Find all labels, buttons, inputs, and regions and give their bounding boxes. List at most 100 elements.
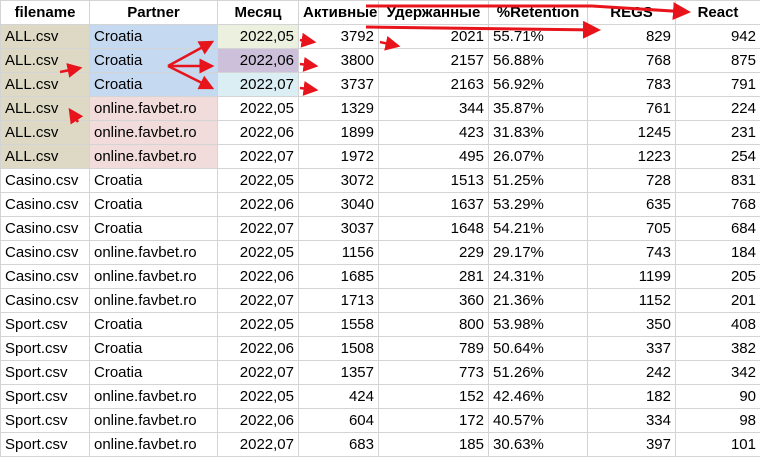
cell-partner[interactable]: online.favbet.ro [89, 288, 218, 313]
cell-react[interactable]: 201 [675, 288, 760, 313]
cell-retention[interactable]: 51.25% [488, 168, 588, 193]
cell-filename[interactable]: ALL.csv [0, 144, 90, 169]
cell-retained[interactable]: 2021 [378, 24, 489, 49]
cell-partner[interactable]: online.favbet.ro [89, 240, 218, 265]
cell-active[interactable]: 1156 [298, 240, 379, 265]
cell-filename[interactable]: ALL.csv [0, 72, 90, 97]
header-month[interactable]: Месяц [217, 0, 299, 25]
cell-month[interactable]: 2022,06 [217, 264, 299, 289]
cell-regs[interactable]: 761 [587, 96, 676, 121]
header-partner[interactable]: Partner [89, 0, 218, 25]
cell-active[interactable]: 3792 [298, 24, 379, 49]
cell-react[interactable]: 98 [675, 408, 760, 433]
cell-retained[interactable]: 185 [378, 432, 489, 457]
cell-retained[interactable]: 423 [378, 120, 489, 145]
cell-active[interactable]: 1357 [298, 360, 379, 385]
cell-retained[interactable]: 281 [378, 264, 489, 289]
cell-filename[interactable]: ALL.csv [0, 120, 90, 145]
cell-filename[interactable]: Sport.csv [0, 360, 90, 385]
cell-retention[interactable]: 24.31% [488, 264, 588, 289]
cell-retained[interactable]: 2157 [378, 48, 489, 73]
cell-month[interactable]: 2022,05 [217, 384, 299, 409]
cell-partner[interactable]: online.favbet.ro [89, 120, 218, 145]
header-retention[interactable]: %Retention [488, 0, 588, 25]
cell-retained[interactable]: 229 [378, 240, 489, 265]
cell-retention[interactable]: 54.21% [488, 216, 588, 241]
cell-retention[interactable]: 21.36% [488, 288, 588, 313]
cell-partner[interactable]: Croatia [89, 360, 218, 385]
cell-react[interactable]: 224 [675, 96, 760, 121]
cell-partner[interactable]: online.favbet.ro [89, 384, 218, 409]
cell-month[interactable]: 2022,06 [217, 120, 299, 145]
cell-retained[interactable]: 360 [378, 288, 489, 313]
cell-month[interactable]: 2022,06 [217, 192, 299, 217]
cell-retention[interactable]: 56.88% [488, 48, 588, 73]
cell-month[interactable]: 2022,07 [217, 144, 299, 169]
cell-react[interactable]: 90 [675, 384, 760, 409]
cell-retained[interactable]: 344 [378, 96, 489, 121]
cell-month[interactable]: 2022,05 [217, 168, 299, 193]
cell-filename[interactable]: ALL.csv [0, 96, 90, 121]
cell-filename[interactable]: Casino.csv [0, 264, 90, 289]
header-react[interactable]: React [675, 0, 760, 25]
cell-partner[interactable]: Croatia [89, 48, 218, 73]
cell-month[interactable]: 2022,05 [217, 24, 299, 49]
cell-retained[interactable]: 1513 [378, 168, 489, 193]
cell-retention[interactable]: 55.71% [488, 24, 588, 49]
cell-react[interactable]: 184 [675, 240, 760, 265]
cell-partner[interactable]: Croatia [89, 216, 218, 241]
cell-retention[interactable]: 31.83% [488, 120, 588, 145]
cell-react[interactable]: 231 [675, 120, 760, 145]
cell-month[interactable]: 2022,07 [217, 360, 299, 385]
cell-filename[interactable]: Sport.csv [0, 408, 90, 433]
cell-regs[interactable]: 337 [587, 336, 676, 361]
cell-month[interactable]: 2022,05 [217, 312, 299, 337]
cell-partner[interactable]: Croatia [89, 312, 218, 337]
cell-active[interactable]: 3037 [298, 216, 379, 241]
cell-react[interactable]: 942 [675, 24, 760, 49]
cell-regs[interactable]: 1199 [587, 264, 676, 289]
cell-regs[interactable]: 783 [587, 72, 676, 97]
cell-month[interactable]: 2022,05 [217, 96, 299, 121]
header-active[interactable]: Активные [298, 0, 379, 25]
cell-react[interactable]: 875 [675, 48, 760, 73]
cell-regs[interactable]: 182 [587, 384, 676, 409]
cell-retained[interactable]: 2163 [378, 72, 489, 97]
header-retained[interactable]: Удержанные [378, 0, 489, 25]
cell-regs[interactable]: 768 [587, 48, 676, 73]
cell-filename[interactable]: Casino.csv [0, 192, 90, 217]
cell-retention[interactable]: 40.57% [488, 408, 588, 433]
cell-retention[interactable]: 53.98% [488, 312, 588, 337]
cell-filename[interactable]: Sport.csv [0, 312, 90, 337]
cell-regs[interactable]: 728 [587, 168, 676, 193]
cell-react[interactable]: 342 [675, 360, 760, 385]
cell-retained[interactable]: 1648 [378, 216, 489, 241]
cell-month[interactable]: 2022,06 [217, 336, 299, 361]
cell-regs[interactable]: 743 [587, 240, 676, 265]
cell-partner[interactable]: Croatia [89, 24, 218, 49]
cell-retained[interactable]: 152 [378, 384, 489, 409]
cell-react[interactable]: 101 [675, 432, 760, 457]
cell-react[interactable]: 768 [675, 192, 760, 217]
cell-react[interactable]: 254 [675, 144, 760, 169]
cell-retention[interactable]: 51.26% [488, 360, 588, 385]
cell-active[interactable]: 3040 [298, 192, 379, 217]
cell-regs[interactable]: 242 [587, 360, 676, 385]
cell-partner[interactable]: Croatia [89, 336, 218, 361]
cell-active[interactable]: 424 [298, 384, 379, 409]
cell-retained[interactable]: 1637 [378, 192, 489, 217]
cell-retention[interactable]: 26.07% [488, 144, 588, 169]
cell-active[interactable]: 1713 [298, 288, 379, 313]
cell-retention[interactable]: 30.63% [488, 432, 588, 457]
cell-partner[interactable]: online.favbet.ro [89, 432, 218, 457]
cell-active[interactable]: 1899 [298, 120, 379, 145]
cell-filename[interactable]: Casino.csv [0, 168, 90, 193]
cell-react[interactable]: 382 [675, 336, 760, 361]
cell-active[interactable]: 3072 [298, 168, 379, 193]
header-filename[interactable]: filename [0, 0, 90, 25]
cell-retained[interactable]: 495 [378, 144, 489, 169]
cell-retained[interactable]: 773 [378, 360, 489, 385]
cell-retention[interactable]: 29.17% [488, 240, 588, 265]
cell-month[interactable]: 2022,07 [217, 72, 299, 97]
header-regs[interactable]: REGS [587, 0, 676, 25]
